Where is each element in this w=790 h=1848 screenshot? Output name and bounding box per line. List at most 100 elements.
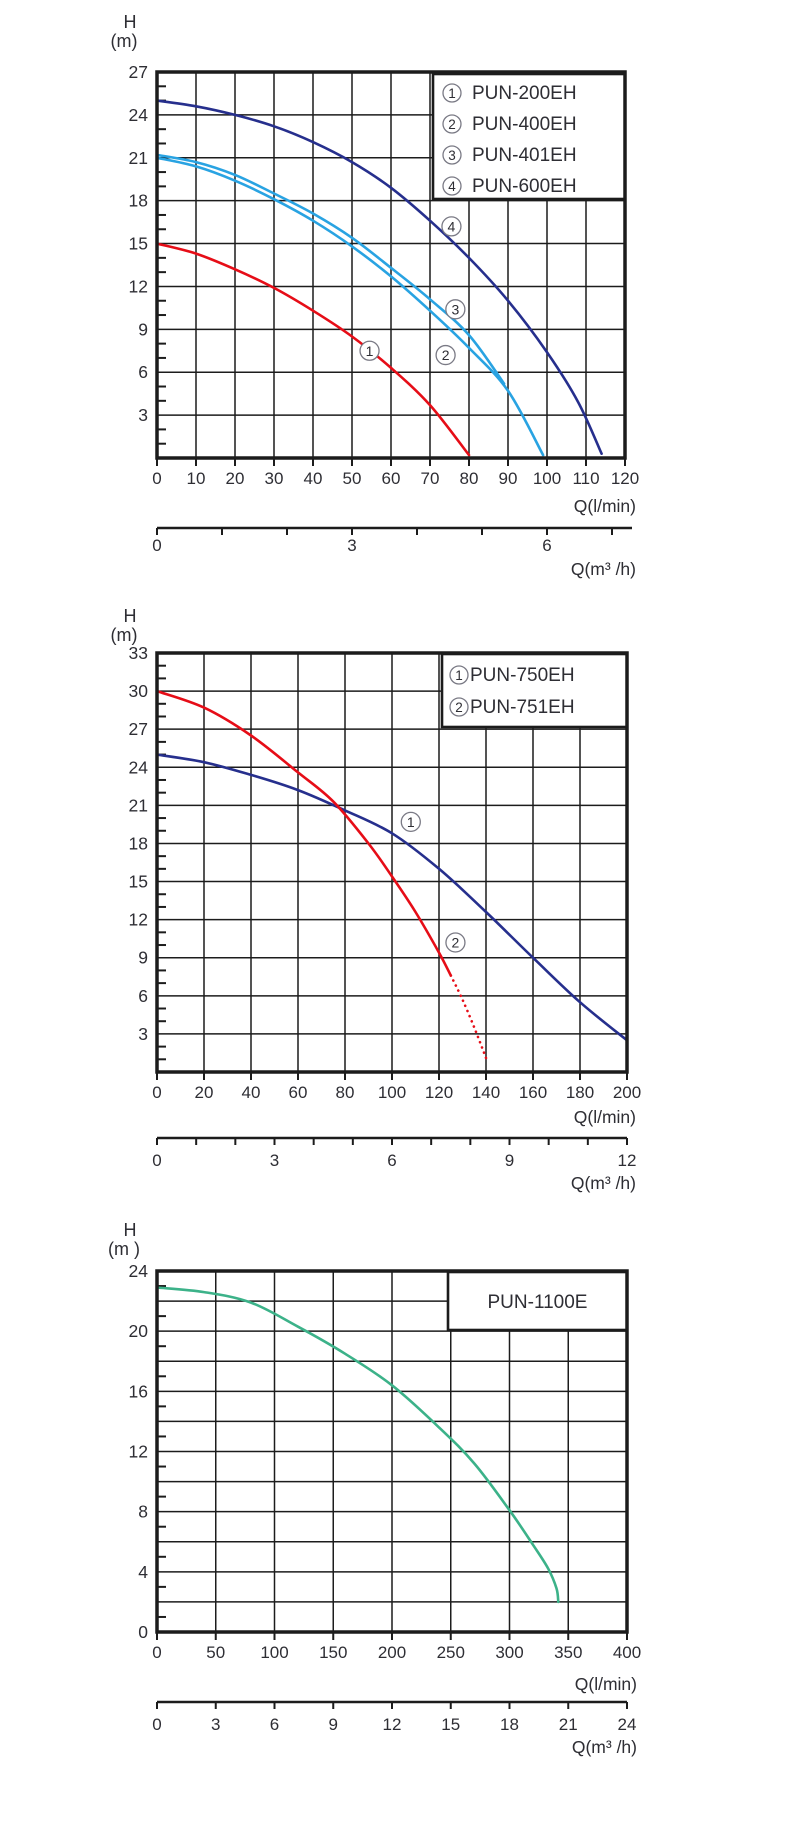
svg-text:24: 24 (129, 1261, 149, 1281)
svg-text:6: 6 (138, 986, 148, 1006)
svg-text:20: 20 (226, 469, 245, 488)
svg-text:Q(m³ /h): Q(m³ /h) (571, 1173, 636, 1193)
svg-text:0: 0 (152, 1715, 161, 1734)
svg-text:180: 180 (566, 1083, 594, 1102)
svg-text:PUN-401EH: PUN-401EH (472, 145, 577, 166)
svg-text:80: 80 (460, 469, 479, 488)
svg-text:60: 60 (289, 1083, 308, 1102)
svg-text:50: 50 (206, 1643, 225, 1662)
svg-text:200: 200 (378, 1643, 406, 1662)
svg-text:0: 0 (152, 1151, 161, 1170)
svg-text:21: 21 (559, 1715, 578, 1734)
svg-text:0: 0 (152, 536, 161, 555)
svg-text:100: 100 (260, 1643, 288, 1662)
svg-text:(m ): (m ) (108, 1239, 140, 1259)
svg-text:21: 21 (129, 795, 148, 815)
svg-text:0: 0 (152, 469, 161, 488)
svg-text:Q(l/min): Q(l/min) (574, 496, 636, 516)
svg-text:3: 3 (138, 1024, 148, 1044)
svg-text:1: 1 (407, 814, 415, 830)
svg-text:Q(m³ /h): Q(m³ /h) (572, 1737, 637, 1757)
svg-text:3: 3 (211, 1715, 220, 1734)
svg-text:21: 21 (129, 148, 148, 168)
svg-text:8: 8 (138, 1502, 148, 1522)
svg-text:12: 12 (129, 1442, 148, 1462)
svg-text:27: 27 (129, 719, 148, 739)
svg-text:3: 3 (138, 405, 148, 425)
svg-text:12: 12 (618, 1151, 637, 1170)
svg-text:16: 16 (129, 1381, 148, 1401)
svg-text:27: 27 (129, 62, 148, 82)
svg-text:3: 3 (448, 148, 456, 163)
svg-text:50: 50 (343, 469, 362, 488)
svg-text:80: 80 (336, 1083, 355, 1102)
svg-text:12: 12 (383, 1715, 402, 1734)
svg-text:1: 1 (455, 668, 463, 683)
svg-text:15: 15 (129, 872, 148, 892)
svg-text:9: 9 (138, 319, 148, 339)
svg-text:9: 9 (505, 1151, 514, 1170)
svg-text:6: 6 (387, 1151, 396, 1170)
svg-text:24: 24 (618, 1715, 637, 1734)
svg-text:3: 3 (347, 536, 356, 555)
svg-text:1: 1 (366, 343, 374, 359)
svg-text:Q(m³ /h): Q(m³ /h) (571, 559, 636, 579)
svg-text:12: 12 (129, 276, 148, 296)
svg-text:250: 250 (437, 1643, 465, 1662)
svg-text:Q(l/min): Q(l/min) (574, 1107, 636, 1127)
svg-text:2: 2 (452, 935, 460, 951)
svg-text:PUN-1100E: PUN-1100E (488, 1292, 588, 1313)
svg-text:PUN-750EH: PUN-750EH (470, 665, 575, 686)
svg-text:H: H (124, 12, 137, 32)
svg-text:18: 18 (500, 1715, 519, 1734)
svg-text:4: 4 (448, 218, 456, 234)
svg-text:PUN-751EH: PUN-751EH (470, 697, 575, 718)
svg-text:30: 30 (129, 681, 149, 701)
svg-text:15: 15 (441, 1715, 460, 1734)
svg-text:160: 160 (519, 1083, 547, 1102)
svg-text:3: 3 (270, 1151, 279, 1170)
svg-text:Q(l/min): Q(l/min) (575, 1674, 637, 1694)
svg-text:350: 350 (554, 1643, 582, 1662)
svg-text:100: 100 (533, 469, 561, 488)
svg-text:2: 2 (442, 347, 450, 363)
svg-text:0: 0 (152, 1083, 161, 1102)
svg-text:24: 24 (129, 105, 149, 125)
svg-text:30: 30 (265, 469, 284, 488)
svg-text:40: 40 (242, 1083, 261, 1102)
svg-text:6: 6 (270, 1715, 279, 1734)
svg-text:(m): (m) (111, 31, 138, 51)
svg-text:200: 200 (613, 1083, 641, 1102)
svg-text:120: 120 (425, 1083, 453, 1102)
svg-text:70: 70 (421, 469, 440, 488)
svg-text:15: 15 (129, 234, 148, 254)
svg-text:24: 24 (129, 757, 149, 777)
svg-text:90: 90 (499, 469, 518, 488)
svg-text:20: 20 (195, 1083, 214, 1102)
svg-text:10: 10 (187, 469, 206, 488)
svg-text:0: 0 (138, 1622, 148, 1642)
svg-text:2: 2 (448, 117, 456, 132)
svg-text:100: 100 (378, 1083, 406, 1102)
svg-text:110: 110 (572, 469, 599, 488)
svg-text:PUN-200EH: PUN-200EH (472, 83, 577, 104)
svg-text:400: 400 (613, 1643, 641, 1662)
svg-text:2: 2 (455, 700, 463, 715)
svg-text:18: 18 (129, 191, 148, 211)
svg-text:60: 60 (382, 469, 401, 488)
svg-text:6: 6 (138, 362, 148, 382)
svg-text:4: 4 (448, 179, 456, 194)
svg-text:(m): (m) (111, 625, 138, 645)
svg-text:20: 20 (129, 1321, 149, 1341)
svg-text:300: 300 (495, 1643, 523, 1662)
svg-text:H: H (124, 1220, 137, 1240)
svg-text:140: 140 (472, 1083, 500, 1102)
svg-text:9: 9 (138, 948, 148, 968)
svg-text:3: 3 (451, 301, 459, 317)
svg-text:40: 40 (304, 469, 323, 488)
svg-text:4: 4 (138, 1562, 148, 1582)
svg-text:1: 1 (448, 86, 456, 101)
